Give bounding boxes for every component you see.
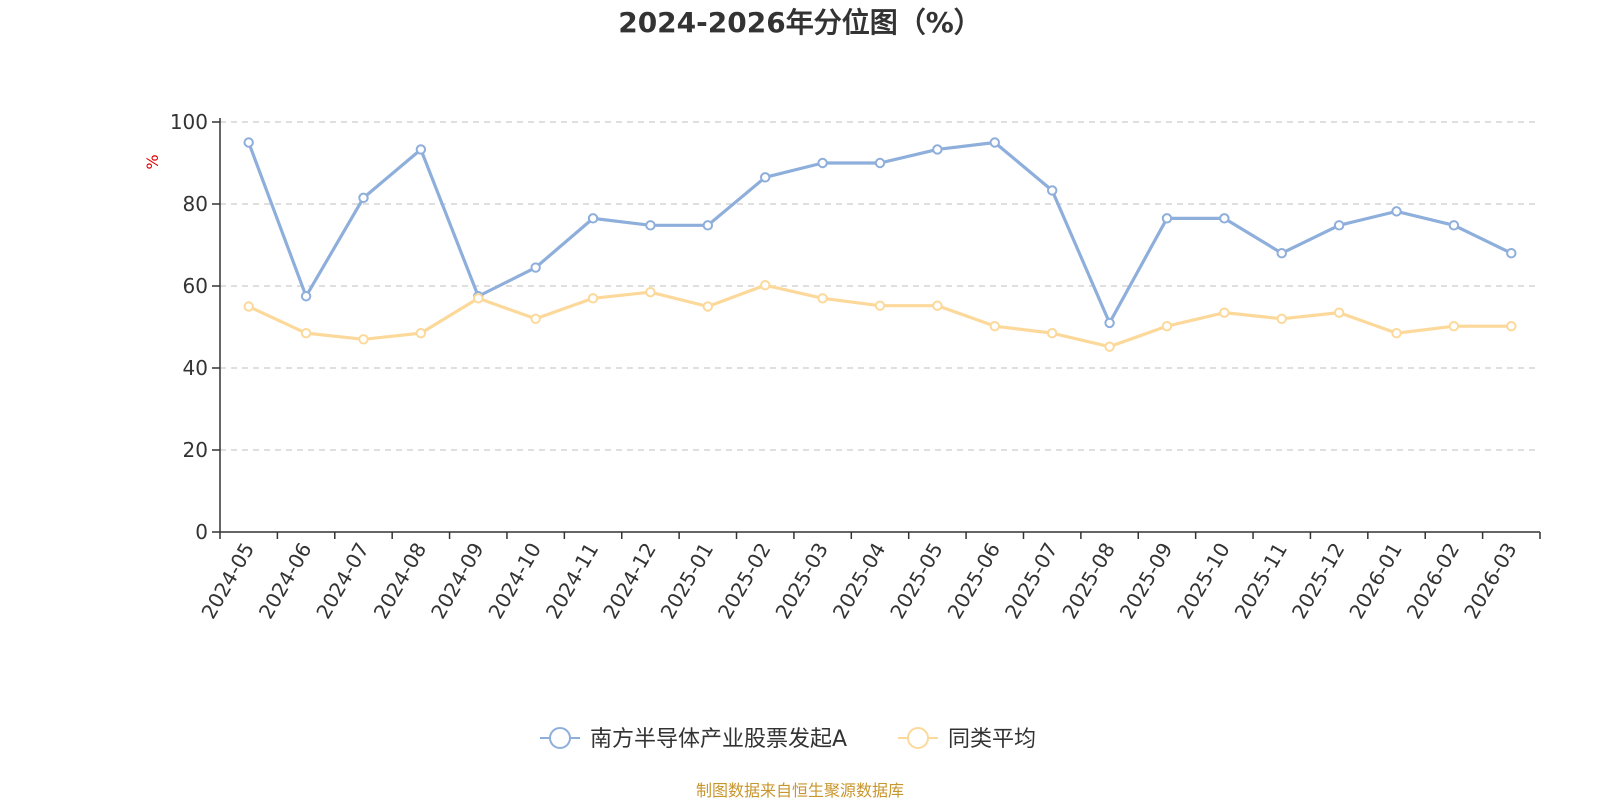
x-tick-label: 2025-06 — [943, 539, 1006, 623]
grid-lines — [220, 121, 1540, 451]
data-point[interactable] — [1046, 327, 1058, 339]
data-point[interactable] — [760, 279, 771, 291]
data-point[interactable] — [587, 213, 599, 224]
series-0 — [243, 137, 1517, 329]
data-point[interactable] — [1276, 248, 1287, 259]
data-point[interactable] — [1506, 320, 1517, 332]
data-point[interactable] — [817, 157, 828, 169]
x-tick-label: 2026-03 — [1459, 539, 1522, 623]
data-point[interactable] — [645, 220, 656, 231]
legend-label: 同类平均 — [948, 727, 1036, 752]
series-1 — [243, 279, 1517, 352]
x-tick-label: 2025-11 — [1229, 539, 1292, 623]
data-point[interactable] — [530, 313, 541, 324]
data-point[interactable] — [760, 172, 771, 183]
data-point[interactable] — [702, 220, 714, 231]
series-lines — [243, 137, 1517, 352]
data-point[interactable] — [1161, 213, 1173, 224]
data-point[interactable] — [415, 327, 427, 339]
x-tick-label: 2025-02 — [713, 539, 776, 623]
x-tick-label: 2025-09 — [1115, 539, 1178, 623]
data-point[interactable] — [1046, 185, 1058, 196]
x-tick-label: 2025-10 — [1172, 539, 1235, 623]
data-point[interactable] — [473, 293, 484, 304]
legend[interactable]: 南方半导体产业股票发起A 同类平均 — [540, 727, 1036, 752]
data-point[interactable] — [1104, 341, 1115, 352]
x-tick-label: 2024-07 — [311, 539, 374, 623]
data-point[interactable] — [817, 293, 828, 304]
y-tick-label: 40 — [183, 356, 208, 380]
source-note: 制图数据来自恒生聚源数据库 — [696, 781, 904, 800]
y-tick-label: 0 — [195, 520, 208, 544]
data-point[interactable] — [1333, 220, 1345, 231]
data-point[interactable] — [874, 300, 886, 311]
data-point[interactable] — [702, 301, 714, 312]
y-tick-label: 60 — [183, 274, 208, 298]
data-point[interactable] — [1448, 320, 1460, 332]
y-tick-label: 100 — [170, 110, 208, 134]
x-tick-label: 2024-05 — [196, 539, 259, 623]
data-point[interactable] — [1391, 206, 1402, 217]
x-tick-label: 2025-07 — [1000, 539, 1063, 623]
data-point[interactable] — [530, 262, 541, 273]
data-point[interactable] — [415, 144, 427, 155]
x-tick-label: 2026-01 — [1344, 539, 1407, 623]
data-point[interactable] — [300, 291, 312, 302]
x-tick-label: 2024-12 — [598, 539, 661, 623]
data-point[interactable] — [1333, 307, 1345, 318]
x-tick-label: 2025-03 — [770, 539, 833, 623]
data-point[interactable] — [1104, 317, 1115, 329]
data-point[interactable] — [1506, 248, 1517, 259]
series-line — [248, 283, 1512, 349]
chart-title: 2024-2026年分位图（%） — [618, 6, 982, 39]
data-point[interactable] — [358, 192, 369, 204]
legend-label: 南方半导体产业股票发起A — [590, 727, 847, 752]
x-tick-label: 2025-01 — [656, 539, 719, 623]
data-point[interactable] — [243, 137, 254, 148]
data-point[interactable] — [932, 300, 943, 311]
data-point[interactable] — [1219, 307, 1230, 318]
x-tick-label: 2024-09 — [426, 539, 489, 623]
x-tick-label: 2025-05 — [885, 539, 948, 623]
data-point[interactable] — [1276, 313, 1287, 324]
y-tick-label: 80 — [183, 192, 208, 216]
data-point[interactable] — [243, 301, 254, 312]
x-tick-label: 2025-12 — [1287, 539, 1350, 623]
data-point[interactable] — [932, 144, 943, 155]
data-point[interactable] — [989, 320, 1000, 332]
x-tick-label: 2024-06 — [254, 539, 317, 623]
data-point[interactable] — [1391, 327, 1402, 339]
data-point[interactable] — [1161, 320, 1173, 332]
data-point[interactable] — [358, 334, 369, 345]
legend-item-1[interactable]: 同类平均 — [898, 727, 1036, 752]
data-point[interactable] — [645, 286, 656, 298]
x-tick-label: 2025-04 — [828, 539, 891, 623]
y-axis-label: % — [143, 154, 162, 169]
legend-item-0[interactable]: 南方半导体产业股票发起A — [540, 727, 847, 752]
x-tick-label: 2026-02 — [1402, 539, 1465, 623]
x-tick-label: 2024-11 — [541, 539, 604, 623]
data-point[interactable] — [587, 293, 599, 304]
data-point[interactable] — [874, 157, 886, 169]
data-point[interactable] — [1448, 220, 1460, 231]
legend-marker-icon — [907, 727, 929, 749]
series-line — [247, 140, 1513, 325]
y-tick-label: 20 — [183, 438, 208, 462]
data-point[interactable] — [989, 137, 1000, 148]
data-point[interactable] — [300, 327, 312, 339]
legend-marker-icon — [549, 727, 571, 749]
x-tick-label: 2024-10 — [483, 539, 546, 623]
x-tick-label: 2025-08 — [1057, 539, 1120, 623]
data-point[interactable] — [1219, 213, 1230, 224]
x-tick-label: 2024-08 — [369, 539, 432, 623]
